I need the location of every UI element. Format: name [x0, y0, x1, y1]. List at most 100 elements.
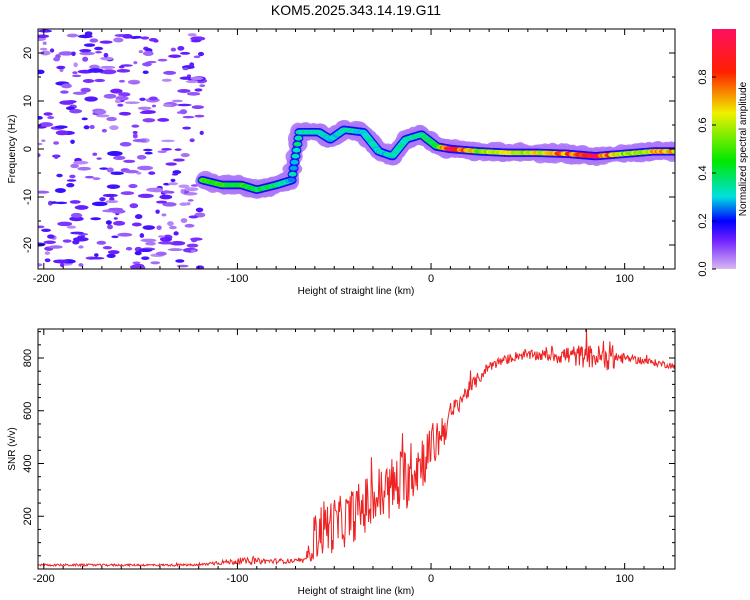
spectrogram-noise-cell: [73, 62, 78, 68]
snr-frame: [37, 328, 676, 570]
spectrogram-noise-cell: [129, 203, 139, 209]
spectrogram-x-ticks: -200 -100 0 100: [33, 29, 664, 285]
spectrogram-noise-cell: [182, 115, 195, 119]
spectrogram-noise-cell: [118, 92, 131, 97]
spectrogram-noise-cell: [144, 151, 153, 155]
spectrogram-noise-cell: [79, 51, 95, 56]
y-tick-label: -10: [22, 189, 34, 205]
spectrogram-noise-cell: [100, 65, 116, 69]
spectrogram-noise-cell: [106, 184, 121, 189]
spectrogram-noise-cell: [70, 139, 75, 144]
spectrogram-noise-cell: [179, 109, 188, 115]
spectrogram-noise-cell: [132, 133, 138, 139]
snr-x-axis-label: Height of straight line (km): [298, 586, 415, 597]
spectrogram-noise-cell: [80, 87, 91, 93]
spectrogram-noise-cell: [167, 182, 179, 186]
spectrogram-noise-cell: [78, 245, 84, 249]
spectrogram-noise-cell: [38, 116, 43, 120]
spectrogram-noise-cell: [141, 256, 150, 260]
spectrogram-noise-cell: [49, 48, 55, 53]
snr-panel: -200 -100 0 100 200 400 600 800 Height of stra…: [7, 328, 676, 597]
spectrogram-noise-cell: [107, 250, 120, 255]
spectrogram-noise-cell: [120, 64, 133, 67]
spectrogram-noise-cell: [92, 152, 98, 156]
colorbar-tick-label: 0.0: [697, 261, 709, 276]
spectrogram-noise-cell: [82, 79, 95, 84]
spectrogram-noise-cell: [60, 90, 69, 94]
x-tick-label: -200: [33, 273, 55, 285]
y-tick-label: 0: [22, 146, 34, 152]
spectrogram-noise-cell: [148, 171, 156, 175]
spectrogram-noise-cell: [177, 89, 191, 93]
x-tick-label: -200: [33, 573, 55, 585]
y-tick-label: 10: [22, 95, 34, 107]
spectrogram-noise-cell: [171, 99, 183, 103]
spectrogram-ridge-core: [294, 135, 303, 141]
spectrogram-noise-cell: [138, 248, 153, 253]
spectrogram-noise-cell: [137, 193, 154, 198]
x-tick-label: -100: [226, 273, 248, 285]
spectrogram-noise-cell: [94, 253, 99, 258]
spectrogram-noise-cell: [138, 265, 146, 269]
spectrogram-noise-cell: [145, 241, 156, 246]
spectrogram-noise-cell: [190, 249, 197, 253]
spectrogram-noise-cell: [137, 165, 154, 171]
spectrogram-noise-cell: [179, 76, 193, 80]
spectrogram-noise-cell: [48, 245, 63, 249]
spectrogram-noise-cell: [47, 234, 55, 239]
spectrogram-noise-cell: [87, 68, 104, 73]
spectrogram-noise-cell: [134, 214, 143, 220]
spectrogram-noise-cell: [190, 76, 204, 81]
spectrogram-noise-cell: [161, 147, 172, 151]
spectrogram-noise-cell: [39, 122, 54, 127]
spectrogram-noise-cell: [80, 234, 85, 238]
spectrogram-noise-cell: [38, 225, 45, 229]
spectrogram-noise-cell: [111, 235, 119, 239]
spectrogram-noise-cell: [188, 215, 199, 219]
spectrogram-noise-cell: [123, 159, 136, 163]
spectrogram-noise-cell: [171, 173, 179, 176]
spectrogram-noise-cell: [179, 51, 191, 55]
spectrogram-noise-cell: [66, 182, 75, 188]
spectrogram-noise-cell: [160, 139, 175, 143]
spectrogram-noise-cell: [39, 47, 48, 51]
spectrogram-noise-cell: [99, 167, 109, 170]
spectrogram-noise-cell: [157, 118, 170, 122]
spectrogram-noise-cell: [118, 111, 132, 116]
spectrogram-noise-cell: [168, 54, 182, 58]
spectrogram-noise-cell: [61, 83, 72, 89]
spectrogram-noise-cell: [142, 62, 152, 67]
spectrogram-noise-cell: [175, 259, 185, 263]
spectrogram-noise-cell: [99, 197, 106, 202]
spectrogram-noise-cell: [142, 118, 156, 123]
spectrogram-noise-cell: [150, 261, 161, 265]
spectrogram-noise-cell: [132, 130, 138, 135]
colorbar-tick-label: 0.4: [697, 165, 709, 180]
spectrogram-noise-cell: [182, 126, 192, 130]
spectrogram-noise-cell: [187, 91, 201, 96]
spectrogram-noise-cell: [89, 64, 100, 70]
spectrogram-noise-cell: [95, 51, 102, 54]
spectrogram-noise-cell: [187, 199, 194, 202]
spectrogram-noise-cell: [178, 184, 190, 188]
spectrogram-noise-cell: [170, 178, 176, 182]
spectrogram-noise-cell: [70, 163, 79, 169]
spectrogram-noise-cell: [179, 202, 189, 206]
spectrogram-noise-cell: [113, 155, 126, 160]
spectrogram-noise-cell: [53, 141, 60, 145]
spectrogram-noise-cell: [110, 88, 123, 94]
spectrogram-noise-cell: [115, 98, 121, 104]
spectrogram-noise-cell: [72, 71, 78, 75]
x-tick-label: -100: [226, 573, 248, 585]
spectrogram-noise-cell: [139, 97, 146, 102]
spectrogram-noise-cell: [174, 148, 182, 151]
spectrogram-noise-cell: [102, 246, 113, 250]
spectrogram-noise-cell: [177, 45, 185, 51]
spectrogram-noise-cell: [96, 240, 107, 245]
spectrogram-noise-cell: [56, 65, 66, 70]
spectrogram-noise-cell: [91, 201, 108, 207]
spectrogram-noise-cell: [99, 40, 113, 44]
spectrogram-noise-cell: [69, 200, 81, 204]
snr-plot-area: [38, 329, 675, 569]
spectrogram-noise-cell: [56, 173, 63, 178]
